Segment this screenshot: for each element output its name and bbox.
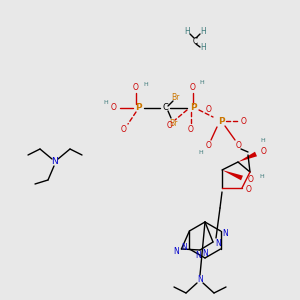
Text: P: P xyxy=(135,103,141,112)
Text: O: O xyxy=(206,142,212,151)
Text: O: O xyxy=(133,83,139,92)
Text: O: O xyxy=(261,148,267,157)
Text: N: N xyxy=(52,158,58,166)
Text: O: O xyxy=(236,142,242,151)
Text: P: P xyxy=(190,103,196,112)
Text: N: N xyxy=(215,239,221,248)
Text: N: N xyxy=(223,229,229,238)
Text: O: O xyxy=(111,103,117,112)
Text: N: N xyxy=(197,275,203,284)
Text: P: P xyxy=(218,118,224,127)
Text: O: O xyxy=(190,82,196,91)
Text: H: H xyxy=(184,28,190,37)
Text: H: H xyxy=(103,100,108,104)
Text: N: N xyxy=(173,247,179,256)
Text: H: H xyxy=(144,82,148,86)
Text: O: O xyxy=(206,106,212,115)
Text: O: O xyxy=(248,176,254,184)
Text: C: C xyxy=(192,37,198,46)
Text: O: O xyxy=(167,121,173,130)
Text: H: H xyxy=(200,80,204,86)
Text: O: O xyxy=(246,185,252,194)
Text: N: N xyxy=(202,250,208,259)
Polygon shape xyxy=(222,170,243,180)
Text: O: O xyxy=(121,125,127,134)
Polygon shape xyxy=(238,152,257,162)
Text: H: H xyxy=(200,28,206,37)
Text: N: N xyxy=(195,250,201,260)
Text: Br: Br xyxy=(171,94,179,103)
Text: O: O xyxy=(241,116,247,125)
Text: O: O xyxy=(188,124,194,134)
Text: Br: Br xyxy=(169,118,177,127)
Text: N: N xyxy=(182,242,187,251)
Text: H: H xyxy=(260,175,264,179)
Text: H: H xyxy=(199,149,203,154)
Text: C: C xyxy=(162,103,168,112)
Text: H: H xyxy=(261,137,266,142)
Text: H: H xyxy=(200,44,206,52)
